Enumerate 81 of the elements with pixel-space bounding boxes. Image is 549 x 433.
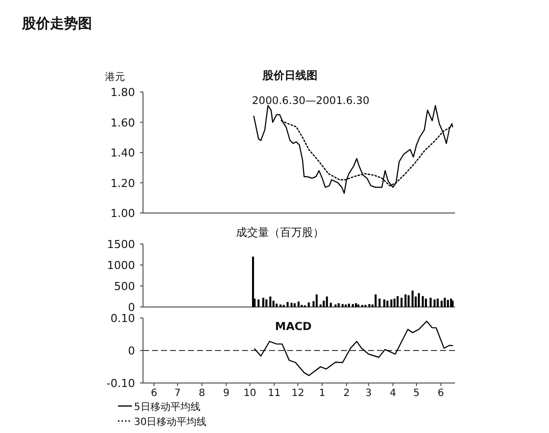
bar (430, 298, 432, 307)
bar (386, 300, 388, 307)
bar (396, 296, 399, 307)
bar (269, 296, 272, 307)
y-tick-label: 500 (114, 280, 135, 293)
y-tick-label: 1000 (107, 259, 135, 272)
x-tick-label: 4 (390, 388, 396, 399)
x-tick-label: 2 (343, 388, 350, 399)
x-tick-label: 12 (291, 388, 304, 399)
legend-label: 30日移动平均线 (134, 416, 207, 428)
chart-subtitle: 2000.6.30—2001.6.30 (252, 95, 370, 107)
bar (418, 293, 420, 307)
bar (408, 295, 410, 307)
bar (422, 296, 424, 307)
x-tick-label: 5 (413, 388, 420, 399)
bar (298, 302, 300, 307)
bar (294, 303, 296, 307)
bar (444, 298, 446, 307)
bar (436, 298, 439, 307)
bar (342, 304, 344, 307)
y-tick-label: 1.20 (110, 176, 135, 190)
bar (258, 299, 260, 307)
bar (400, 298, 403, 307)
y-tick-label: 1.00 (110, 207, 135, 220)
y-tick-label: 1.80 (110, 86, 135, 99)
y-tick-label: 1.40 (110, 146, 135, 160)
x-tick-label: 9 (223, 388, 230, 399)
bar (383, 299, 386, 307)
bar (308, 302, 310, 307)
y-tick-label: -0.10 (106, 377, 135, 390)
x-tick-label: 1 (318, 388, 326, 399)
line-series (254, 320, 454, 376)
bar (276, 304, 278, 307)
x-tick-label: 11 (268, 388, 281, 399)
bar (352, 304, 354, 307)
bar (378, 298, 381, 307)
bar (412, 290, 414, 307)
bar (330, 302, 332, 307)
bar (374, 294, 377, 307)
chart-title: 股价日线图 (262, 69, 318, 82)
y-tick-label: 0.10 (110, 312, 135, 325)
bar (334, 304, 337, 307)
y-axis-title: 港元 (105, 71, 125, 83)
x-tick-label: 6 (150, 388, 158, 399)
bar (320, 304, 322, 307)
bar (424, 298, 427, 307)
bar (265, 299, 268, 307)
bar (434, 299, 436, 307)
bar (446, 300, 449, 307)
x-tick-label: 3 (365, 388, 372, 399)
chart-title: 成交量（百万股） (236, 226, 324, 239)
x-tick-label: 6 (438, 388, 444, 399)
legend-label: 5日移动平均线 (134, 401, 200, 413)
bar (393, 298, 396, 307)
y-tick-label: 1500 (107, 238, 135, 251)
bar (338, 303, 340, 307)
y-tick-label: 0 (128, 301, 135, 314)
bar (252, 256, 254, 307)
bar (322, 300, 325, 307)
bar (348, 304, 350, 307)
bar (262, 298, 264, 307)
bar (390, 299, 392, 307)
bar (368, 304, 370, 307)
bar (404, 294, 406, 307)
bar (440, 300, 443, 307)
bar (344, 304, 347, 307)
x-tick-label: 8 (198, 388, 206, 399)
y-tick-label: 0 (128, 344, 135, 358)
bar (280, 304, 282, 307)
chart-title: MACD (275, 320, 312, 333)
y-tick-label: 1.60 (110, 116, 135, 130)
bar (357, 304, 360, 307)
bar (272, 300, 274, 307)
bar (326, 296, 328, 307)
text: 股价走势图 (21, 16, 92, 32)
bar (286, 302, 289, 307)
x-tick-label: 7 (174, 388, 181, 399)
bar (354, 303, 357, 307)
x-tick-label: 10 (244, 388, 256, 399)
bar (290, 302, 293, 307)
bar (316, 294, 318, 307)
